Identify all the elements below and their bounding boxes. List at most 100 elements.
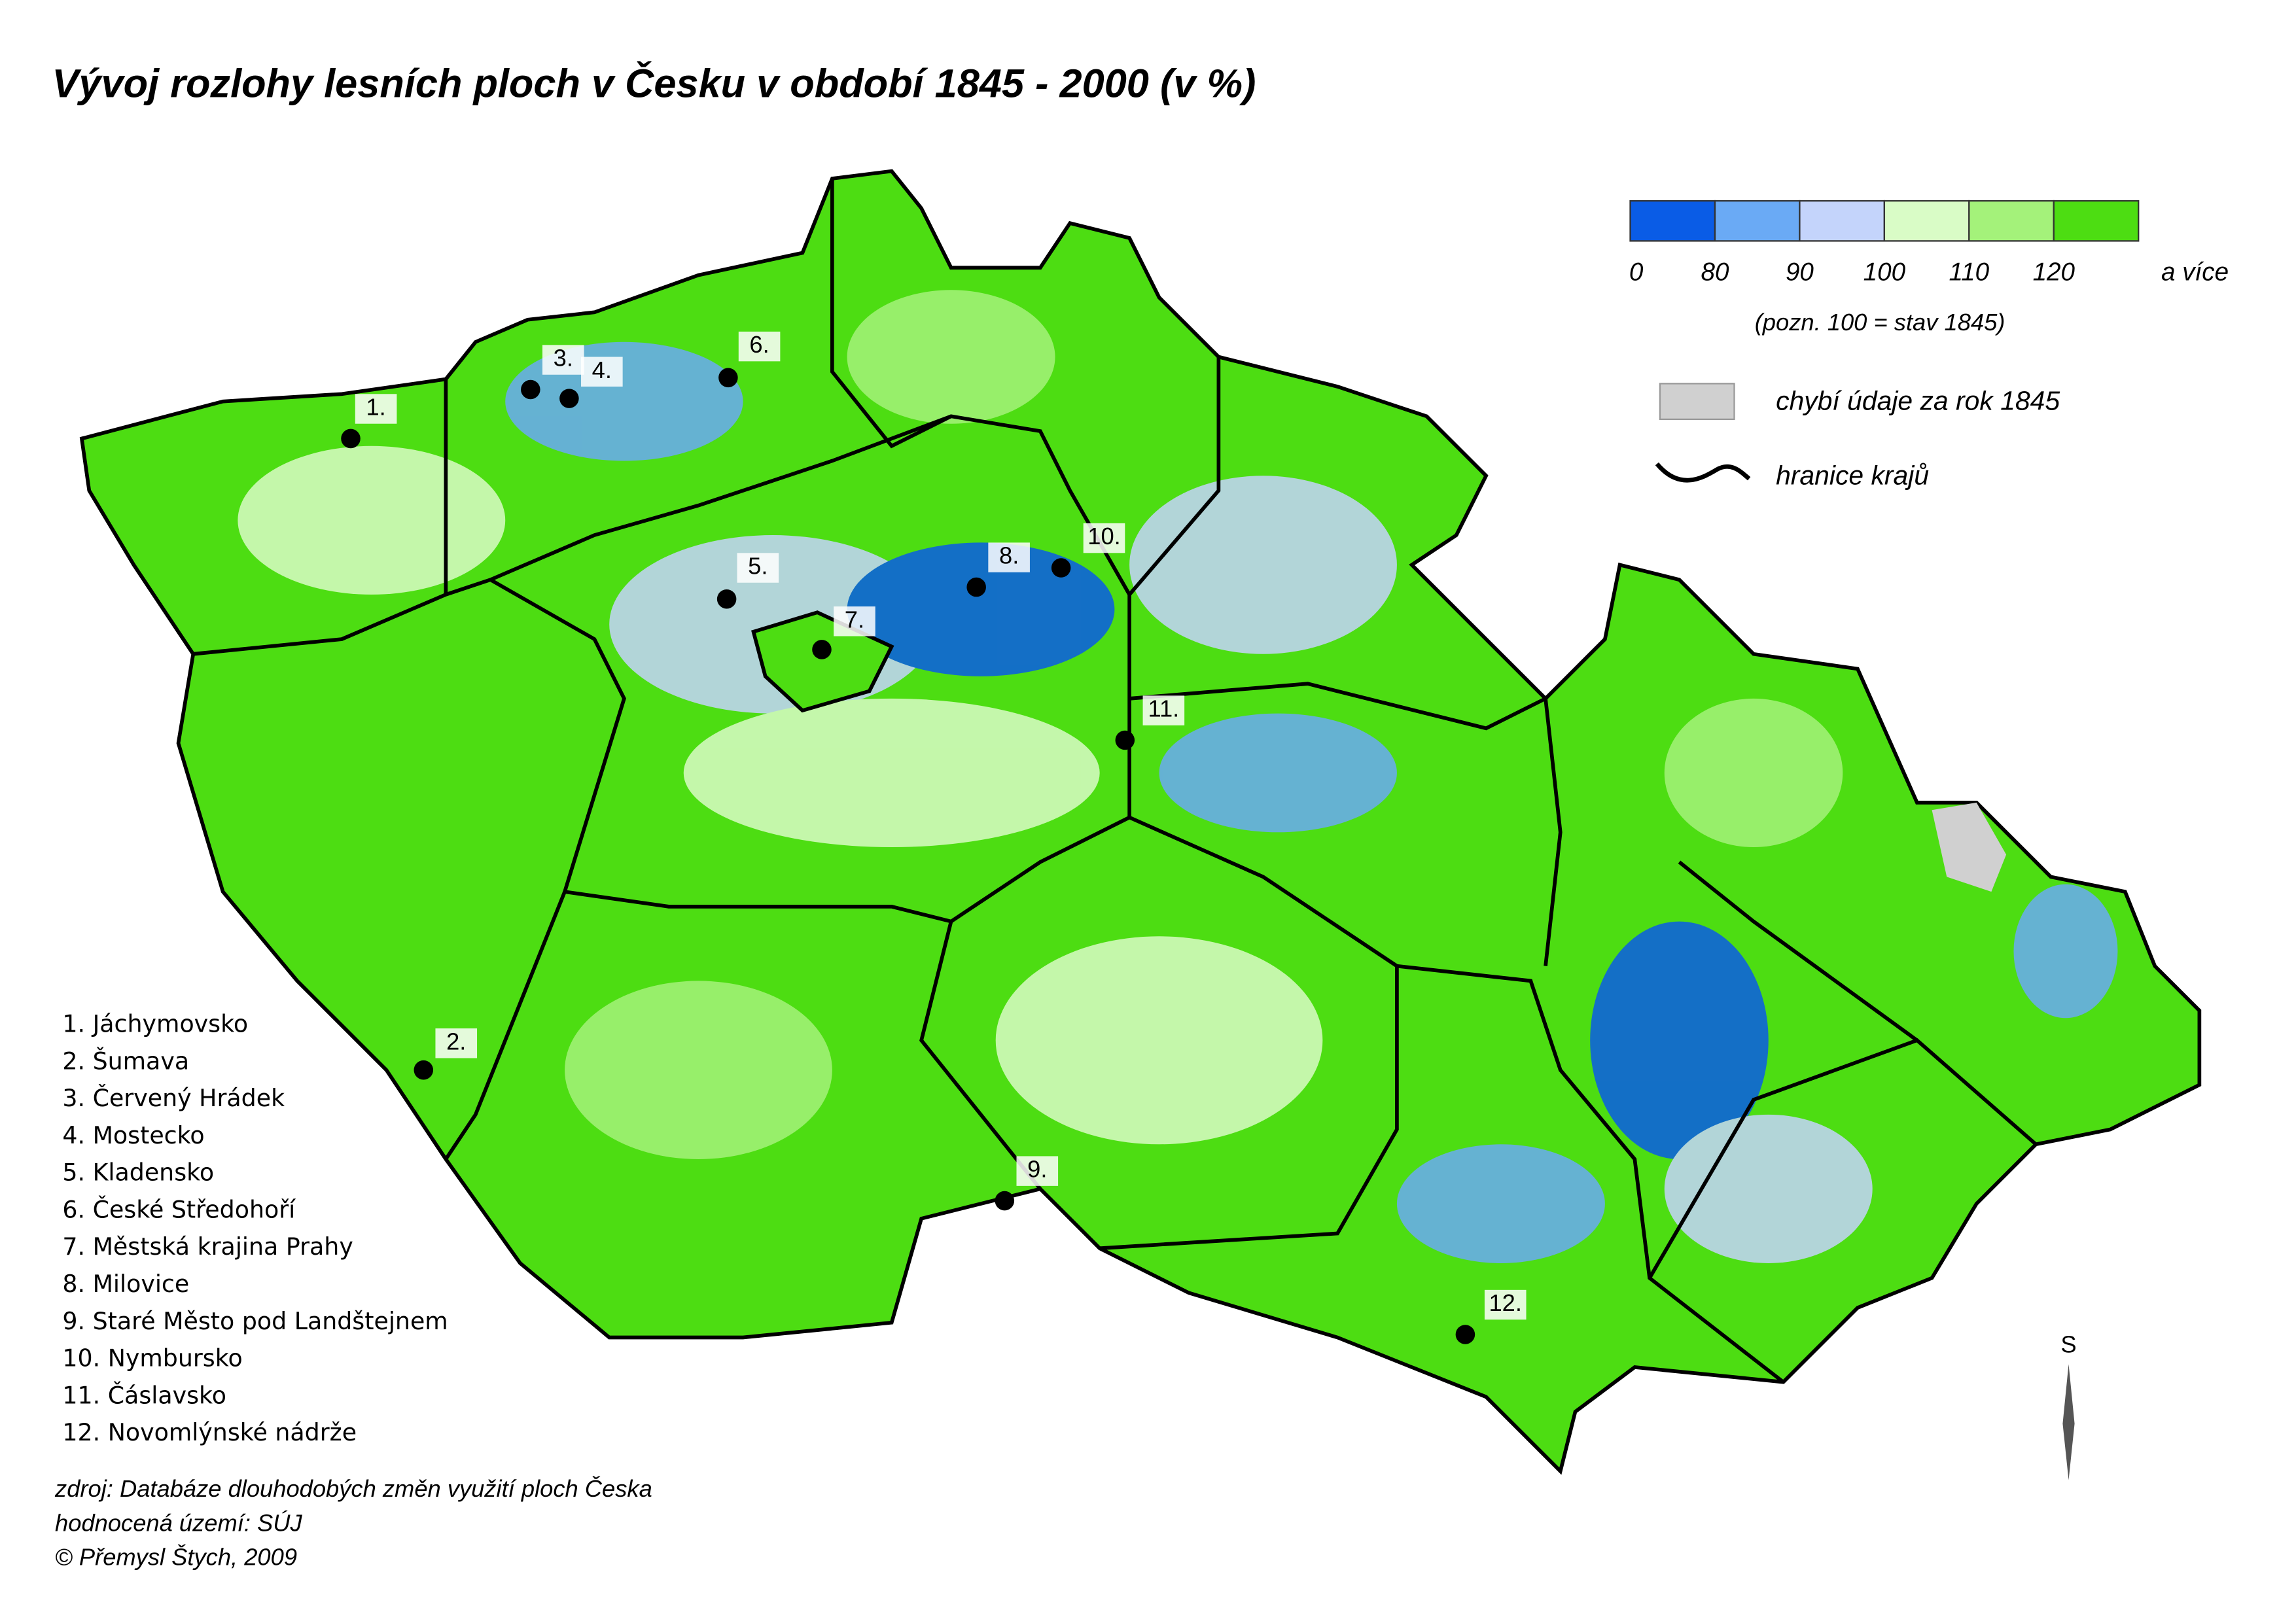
source: zdroj: Databáze dlouhodobých změn využit… (54, 1475, 652, 1570)
place-number: 1. (366, 394, 385, 421)
country-map (79, 169, 2202, 1475)
region-border (1099, 815, 1399, 1251)
patch (995, 936, 1323, 1145)
patch (1396, 1144, 1605, 1263)
patch (1159, 713, 1397, 833)
place-markers: 1. 2. 3. 4. 5. 6. 7. 8. 9. 10. 11. 12. (341, 331, 1527, 1344)
place-label-bg (1142, 695, 1185, 725)
place-entry: 12. Novomlýnské nádrže (62, 1418, 357, 1446)
region-borders (192, 178, 2038, 1384)
place-entry: 3. Červený Hrádek (62, 1084, 285, 1112)
region-border (830, 178, 952, 449)
place-number: 8. (999, 542, 1019, 569)
place-entry: 4. Mostecko (62, 1121, 204, 1149)
place-entry: 6. České Středohoří (62, 1195, 296, 1223)
place-number: 11. (1148, 695, 1179, 722)
place-entry: 10. Nymbursko (62, 1344, 242, 1372)
place-label-bg (1484, 1289, 1527, 1320)
place-marker (716, 589, 737, 609)
place-label-bg (1016, 1156, 1059, 1186)
place-entry: 11. Čáslavsko (62, 1381, 226, 1409)
legend-label: 80 (1701, 258, 1729, 287)
patch (1590, 921, 1769, 1159)
place-number: 3. (554, 345, 573, 372)
place-list: 1. Jáchymovsko 2. Šumava 3. Červený Hrádek… (62, 1010, 448, 1447)
border-label: hranice krajů (1776, 460, 1929, 490)
region-border (192, 414, 1131, 924)
place-label-bg (581, 357, 623, 387)
place-label-bg (738, 331, 781, 362)
region-border (1396, 964, 1785, 1384)
region-border (444, 891, 567, 1161)
place-marker (995, 1191, 1015, 1211)
place-marker (1051, 558, 1071, 578)
north-needle (2062, 1364, 2075, 1480)
legend-label: 110 (1949, 258, 1990, 287)
place-number: 9. (1027, 1156, 1047, 1183)
place-marker (559, 389, 579, 408)
place-label-bg (435, 1028, 478, 1058)
place-marker (1455, 1325, 1475, 1344)
missing-area (1932, 802, 2007, 892)
place-label-bg (355, 394, 397, 424)
place-entry: 2. Šumava (62, 1047, 189, 1075)
missing-swatch (1659, 383, 1735, 421)
region-border (1127, 357, 1221, 596)
source-line: © Přemysl Štych, 2009 (55, 1544, 297, 1571)
region-border (1678, 860, 1918, 1042)
legend-swatch (2053, 200, 2140, 242)
patch (1129, 476, 1397, 654)
change-patches (238, 290, 2118, 1263)
legend-swatch (1968, 200, 2055, 242)
region-border (1544, 698, 1563, 967)
region-border (919, 920, 1042, 1191)
patch (2013, 884, 2118, 1019)
legend-swatch (1799, 200, 1886, 242)
region-border (1129, 682, 1547, 731)
patch (847, 290, 1055, 424)
legend-swatch (1883, 200, 1970, 242)
place-number: 5. (748, 553, 768, 580)
region-border (1648, 1038, 2038, 1280)
place-entry: 7. Městská krajina Prahy (62, 1232, 353, 1261)
legend-label: 120 (2033, 258, 2075, 287)
place-marker (812, 640, 832, 659)
legend-label: 0 (1629, 258, 1644, 287)
legend-label: 100 (1863, 258, 1906, 287)
legend-label: a více (2161, 258, 2229, 287)
border-sample (1655, 462, 1751, 483)
place-label-bg (834, 606, 875, 637)
legend: 0 80 90 100 110 120 a více (1629, 200, 2229, 287)
legend-swatch (1714, 200, 1801, 242)
place-number: 6. (749, 331, 769, 358)
place-marker (414, 1060, 434, 1080)
place-label-bg (542, 345, 584, 375)
place-number: 12. (1489, 1289, 1522, 1316)
patch (847, 542, 1115, 676)
place-marker (1115, 730, 1135, 750)
source-line: zdroj: Databáze dlouhodobých změn využit… (54, 1475, 652, 1502)
patch (505, 341, 743, 461)
map-title: Vývoj rozlohy lesních ploch v Česku v ob… (52, 60, 1256, 105)
source-line: hodnocená území: SÚJ (55, 1509, 302, 1536)
patch (238, 445, 506, 595)
patch (565, 981, 832, 1159)
place-entry: 9. Staré Město pod Landštejnem (62, 1307, 448, 1335)
patch (1664, 698, 1843, 848)
place-label-bg (1083, 523, 1125, 553)
place-number: 2. (446, 1028, 466, 1055)
region-border (751, 610, 894, 713)
place-number: 4. (592, 357, 612, 383)
missing-label: chybí údaje za rok 1845 (1776, 386, 2060, 416)
legend-note: (pozn. 100 = stav 1845) (1755, 309, 2005, 336)
place-marker (718, 368, 738, 388)
place-label-bg (737, 553, 779, 583)
north-label: S (2060, 1331, 2076, 1358)
place-label-bg (988, 542, 1030, 572)
place-entry: 8. Milovice (62, 1270, 189, 1298)
place-marker (521, 379, 540, 400)
place-marker (341, 428, 361, 449)
place-entry: 1. Jáchymovsko (62, 1010, 248, 1038)
